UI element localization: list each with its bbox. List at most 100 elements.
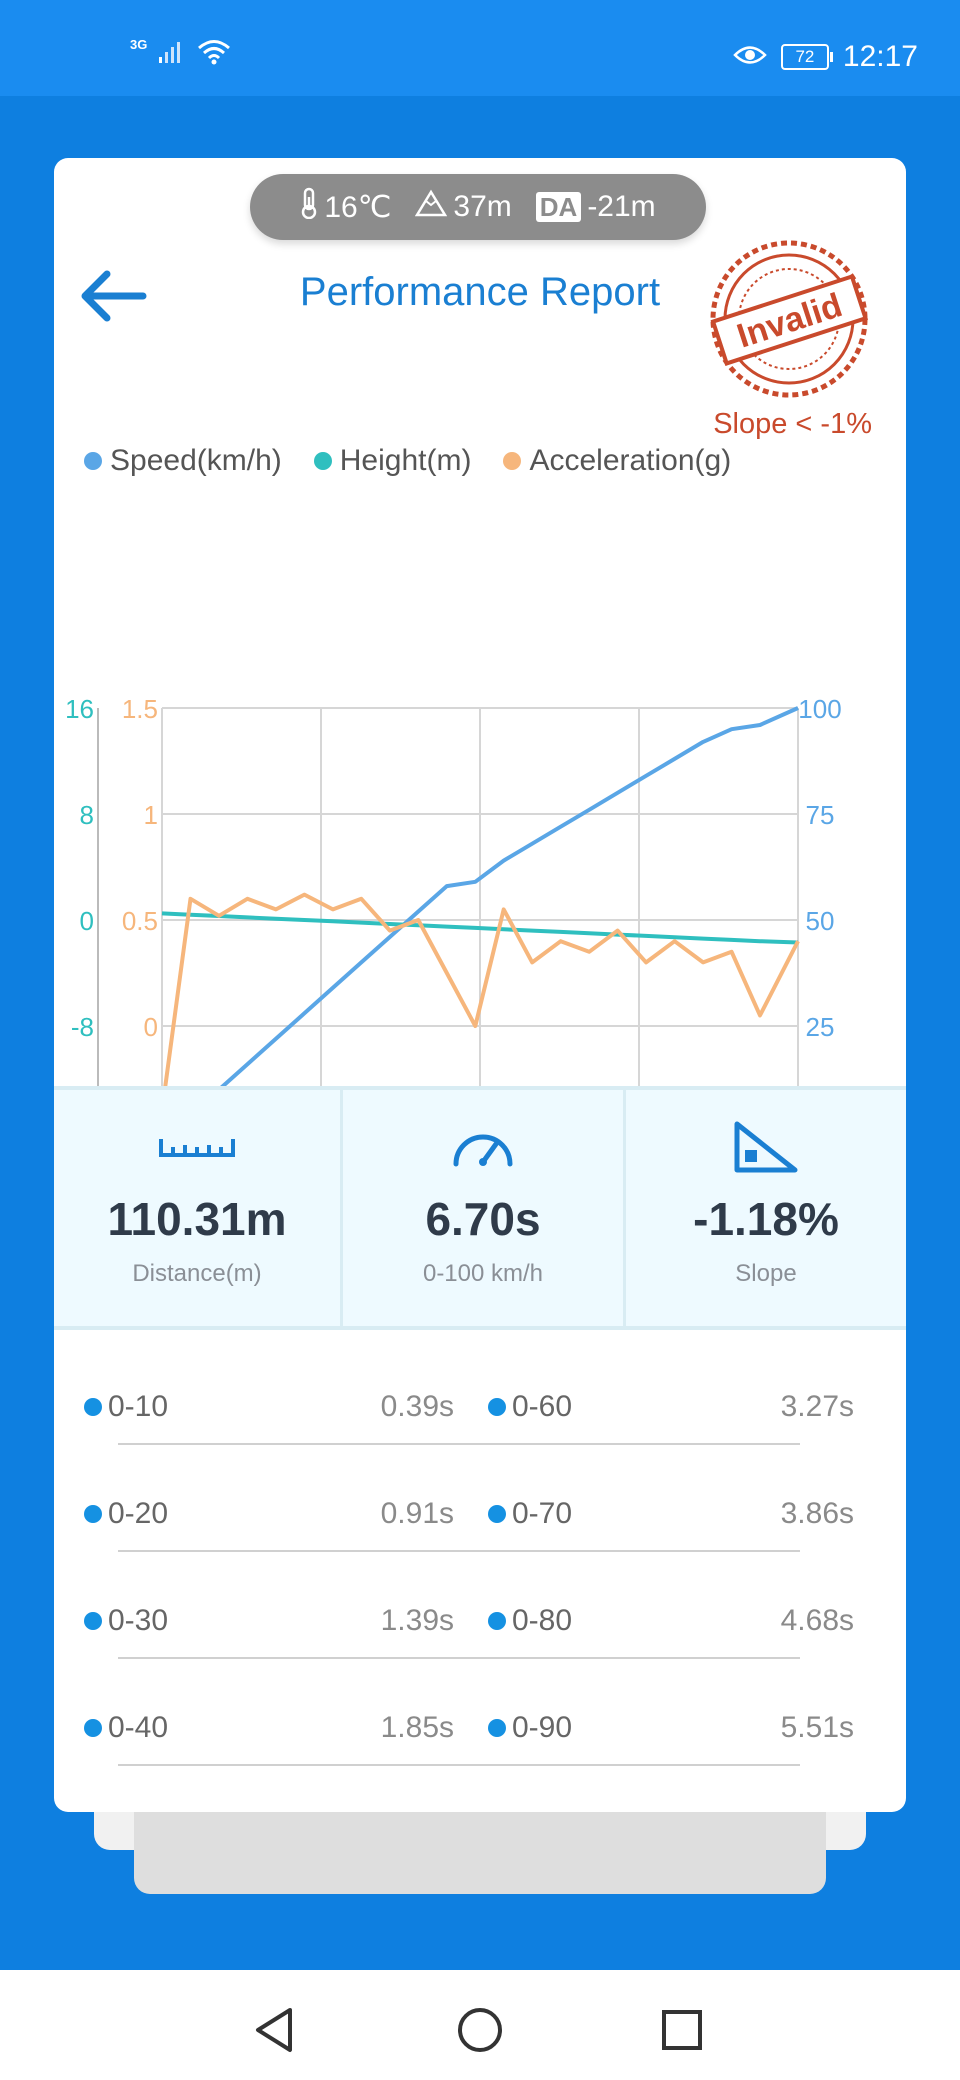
split-dot: [488, 1719, 506, 1737]
slope-warning: Slope < -1%: [713, 408, 872, 440]
distance-label: Distance(m): [132, 1260, 262, 1287]
speed-tick-label: 75: [806, 800, 835, 830]
slope-label: Slope: [735, 1260, 797, 1287]
height-tick-label: 8: [80, 800, 94, 830]
split-range: 0-80: [512, 1604, 573, 1637]
slope-value: -1.18%: [693, 1193, 839, 1245]
stat-distance: 110.31m Distance(m): [54, 1090, 340, 1326]
environment-pill: 16℃ 37m DA -21m: [250, 174, 706, 240]
split-label: 0-70: [488, 1497, 572, 1531]
split-range: 0-70: [512, 1497, 573, 1530]
arrow-left-icon: [77, 268, 147, 329]
split-time: 1.39s: [380, 1604, 454, 1637]
thermometer-icon: [300, 187, 318, 227]
card-stack-shadow-back: [134, 1800, 826, 1894]
nav-home-button[interactable]: [450, 2000, 510, 2060]
split-row: 0-30 1.39s 0-80 4.68s: [54, 1552, 906, 1659]
eye-icon: [733, 44, 767, 71]
split-dot: [488, 1398, 506, 1416]
speed-tick-label: 50: [806, 906, 835, 936]
split-time: 0.39s: [380, 1390, 454, 1423]
split-dot: [488, 1612, 506, 1630]
speed-series-line: [160, 706, 799, 1134]
split-dot: [84, 1719, 102, 1737]
invalid-stamp: Invalid: [706, 236, 872, 402]
speed-tick-label: 100: [798, 694, 841, 724]
split-time: 1.85s: [380, 1711, 454, 1744]
divider: [118, 1657, 800, 1659]
legend-dot: [84, 452, 102, 470]
chart-legend: Speed(km/h) Height(m) Acceleration(g): [84, 444, 731, 478]
height-tick-label: 0: [80, 906, 94, 936]
split-label: 0-40: [84, 1711, 168, 1745]
legend-label: Speed(km/h): [110, 444, 282, 477]
slope-icon: [733, 1120, 799, 1174]
speedometer-icon: [450, 1120, 516, 1174]
split-range: 0-20: [108, 1497, 169, 1530]
split-row: 0-40 1.85s 0-90 5.51s: [54, 1659, 906, 1766]
stats-panel: 110.31m Distance(m) 6.70s 0-100 km/h: [54, 1086, 906, 1330]
accel-tick-label: 0.5: [122, 906, 158, 936]
split-row: 0-10 0.39s 0-60 3.27s: [54, 1338, 906, 1445]
back-button[interactable]: [72, 258, 152, 338]
divider: [118, 1443, 800, 1445]
accel-tick-label: 0: [144, 1012, 158, 1042]
triangle-back-icon: [256, 2008, 292, 2052]
split-label: 0-80: [488, 1604, 572, 1638]
split-dot: [488, 1505, 506, 1523]
altitude-value: 37m: [453, 190, 512, 223]
split-label: 0-10: [84, 1390, 168, 1424]
mountain-icon: [415, 189, 448, 225]
height-tick-label: -8: [71, 1012, 94, 1042]
height-tick-label: 16: [65, 694, 94, 724]
density-altitude-info: DA -21m: [535, 190, 656, 224]
stat-slope: -1.18% Slope: [623, 1090, 906, 1326]
split-label: 0-60: [488, 1390, 572, 1424]
report-card: 16℃ 37m DA -21m Performance Report: [54, 158, 906, 1812]
split-range: 0-90: [512, 1711, 573, 1744]
wifi-icon: [197, 38, 231, 71]
split-label: 0-30: [84, 1604, 168, 1638]
split-range: 0-30: [108, 1604, 169, 1637]
da-badge: DA: [535, 192, 582, 222]
divider: [118, 1550, 800, 1552]
temperature-info: 16℃: [300, 187, 391, 227]
split-dot: [84, 1505, 102, 1523]
battery-icon: 72: [780, 44, 833, 70]
page-title: Performance Report: [299, 270, 661, 314]
time-label: 0-100 km/h: [422, 1260, 544, 1287]
split-dot: [84, 1612, 102, 1630]
legend-height[interactable]: Height(m): [313, 444, 472, 478]
nav-recents-button[interactable]: [652, 2000, 712, 2060]
density-altitude-value: -21m: [587, 190, 656, 223]
stat-acceleration-time: 6.70s 0-100 km/h: [340, 1090, 623, 1326]
split-range: 0-40: [108, 1711, 169, 1744]
split-range: 0-60: [512, 1390, 573, 1423]
split-time: 5.51s: [780, 1711, 854, 1744]
square-recents-icon: [662, 2010, 702, 2050]
clock: 12:17: [842, 40, 918, 73]
time-value: 6.70s: [425, 1193, 541, 1245]
legend-speed[interactable]: Speed(km/h): [84, 444, 282, 478]
temperature-value: 16℃: [324, 190, 392, 224]
split-time: 3.86s: [780, 1497, 854, 1530]
legend-acceleration[interactable]: Acceleration(g): [503, 444, 731, 478]
legend-dot: [313, 452, 332, 470]
nav-back-button[interactable]: [244, 2000, 304, 2060]
network-type: 3G: [130, 37, 148, 52]
accel-tick-label: 1: [144, 800, 158, 830]
legend-label: Acceleration(g): [529, 444, 732, 477]
height-series-line: [161, 911, 799, 945]
speed-tick-label: 25: [806, 1012, 835, 1042]
divider: [118, 1764, 800, 1766]
split-label: 0-20: [84, 1497, 168, 1531]
split-time: 3.27s: [780, 1390, 854, 1423]
split-dot: [84, 1398, 102, 1416]
distance-value: 110.31m: [107, 1193, 287, 1245]
accel-tick-label: 1.5: [122, 694, 158, 724]
ruler-icon: [159, 1120, 235, 1174]
split-range: 0-10: [108, 1390, 169, 1423]
legend-label: Height(m): [339, 444, 472, 477]
navigation-bar: [0, 1970, 960, 2080]
